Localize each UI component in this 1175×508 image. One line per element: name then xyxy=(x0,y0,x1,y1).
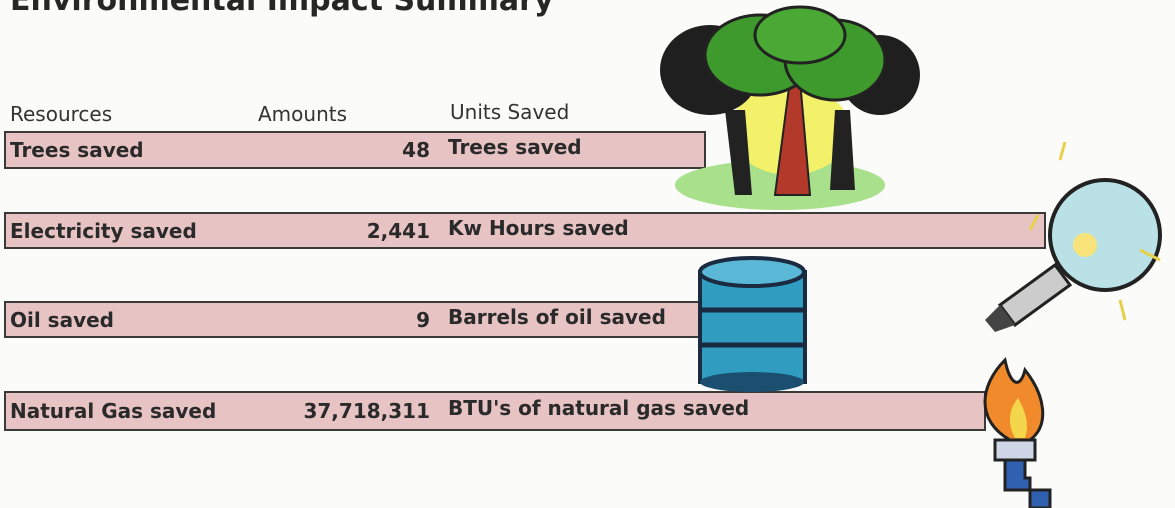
amount-cell: 48 xyxy=(402,138,430,162)
flame-icon xyxy=(985,360,1050,508)
amount-cell: 9 xyxy=(416,308,430,332)
unit-cell: Barrels of oil saved xyxy=(448,305,666,329)
resource-cell: Natural Gas saved xyxy=(10,399,216,423)
tree-icon xyxy=(660,7,920,210)
resource-cell: Oil saved xyxy=(10,308,114,332)
column-header: Resources xyxy=(10,102,112,126)
unit-cell: Trees saved xyxy=(448,135,582,159)
resource-cell: Trees saved xyxy=(10,138,144,162)
column-header: Units Saved xyxy=(450,100,569,124)
unit-cell: BTU's of natural gas saved xyxy=(448,396,749,420)
table-rows: Trees saved 48 Trees saved Electricity save… xyxy=(10,135,749,423)
barrel-icon xyxy=(700,258,805,392)
column-header: Amounts xyxy=(258,102,347,126)
page: Environmental Impact Summary Resources A… xyxy=(0,0,1175,508)
amount-cell: 37,718,311 xyxy=(303,399,430,423)
resource-cell: Electricity saved xyxy=(10,219,197,243)
amount-cell: 2,441 xyxy=(367,219,430,243)
title: Environmental Impact Summary xyxy=(10,0,554,18)
unit-cell: Kw Hours saved xyxy=(448,216,629,240)
